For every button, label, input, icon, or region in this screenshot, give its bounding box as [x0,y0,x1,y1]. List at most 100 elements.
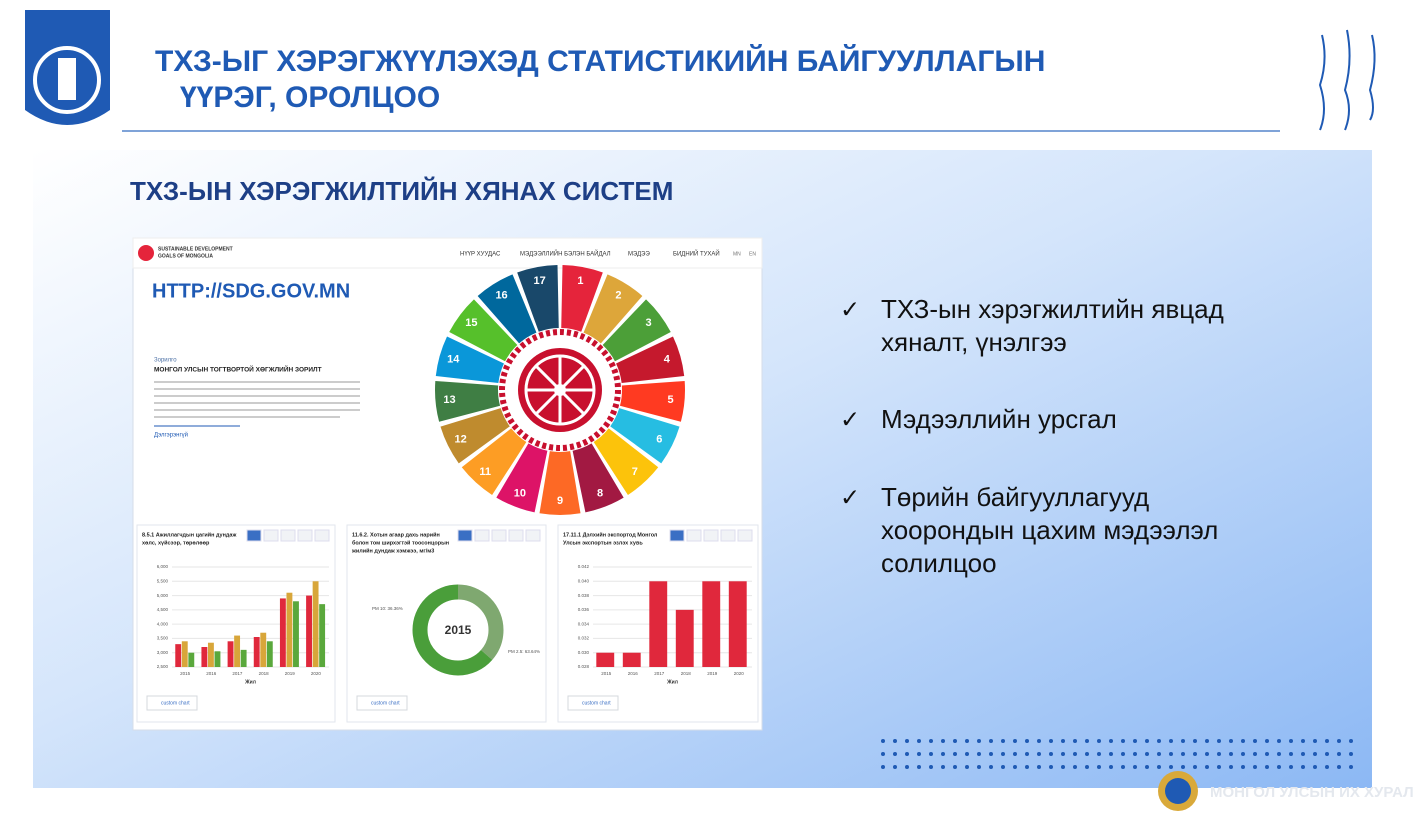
goal-segment[interactable] [517,265,559,332]
dot [1181,739,1185,743]
goal-number: 9 [557,495,563,507]
dot [977,765,981,769]
chart-tool[interactable] [737,529,753,542]
chart-tool[interactable] [457,529,473,542]
bar [675,609,694,667]
chart-tool[interactable] [686,529,702,542]
chart-tool[interactable] [491,529,507,542]
dot [1061,765,1065,769]
wheel-center [554,384,566,396]
script-ornament [1318,29,1376,131]
more-link[interactable]: Дэлгэрэнгүй [154,432,188,439]
goal-segment[interactable] [561,265,603,332]
chart-tool[interactable] [280,529,296,542]
dot [1013,752,1017,756]
dot [1205,752,1209,756]
bar [312,581,319,667]
chart-tool[interactable] [525,529,541,542]
custom-chart-label: custom chart [371,700,400,706]
goal-number: 7 [632,466,638,478]
goal-segment[interactable] [616,336,685,384]
dot [881,765,885,769]
goal-segment[interactable] [583,274,643,344]
dot [1013,765,1017,769]
goal-segment[interactable] [619,380,685,422]
nav-item[interactable]: НҮҮР ХУУДАС [460,252,501,258]
check-mark: ✓ [840,406,860,433]
site-logo [138,245,154,261]
goal-segment[interactable] [496,443,548,513]
dot [893,752,897,756]
goal-segment[interactable] [440,408,510,464]
y-tick-label: 0.036 [578,607,590,612]
goal-segment[interactable] [449,299,518,362]
dot [1301,739,1305,743]
custom-chart-button[interactable] [146,695,198,711]
goal-segment[interactable] [461,428,527,495]
chart-tool[interactable] [314,529,330,542]
custom-chart-button[interactable] [356,695,408,711]
dot [1181,765,1185,769]
chart-tool[interactable] [297,529,313,542]
dot [893,765,897,769]
chart-tool[interactable] [703,529,719,542]
bullet-text: хяналт, үнэлгээ [881,327,1067,357]
chart-tool[interactable] [246,529,262,542]
donut-slice [412,584,504,676]
bar [649,581,668,667]
dot [1217,739,1221,743]
lang[interactable]: MN [733,251,741,257]
lang[interactable]: EN [749,251,756,257]
dot [953,765,957,769]
dot [1241,739,1245,743]
nav-item[interactable]: МЭДЭЭ [628,252,650,258]
dot [1061,752,1065,756]
dot [1025,739,1029,743]
dot [1217,752,1221,756]
dot [1097,765,1101,769]
bar [240,649,247,667]
y-tick-label: 0.032 [578,636,590,641]
dot [989,752,993,756]
goal-segment[interactable] [610,408,680,464]
chart-tool[interactable] [508,529,524,542]
dot [1337,765,1341,769]
goal-segment[interactable] [593,428,659,495]
nav-item[interactable]: БИДНИЙ ТУХАЙ [673,250,720,258]
nav-item[interactable]: МЭДЭЭЛЛИЙН БЭЛЭН БАЙДАЛ [520,250,611,258]
bullet-text: Мэдээллийн урсгал [881,404,1117,434]
goal-segment[interactable] [435,336,504,384]
chart-tool[interactable] [720,529,736,542]
y-tick-label: 0.038 [578,593,590,598]
dot [1133,752,1137,756]
chart-title: 17.11.1 Дэлхийн экспортод Монгол [563,531,658,538]
custom-chart-button[interactable] [567,695,619,711]
x-axis-label: Жил [244,679,256,685]
dot [1073,752,1077,756]
dot [1037,752,1041,756]
dot [1049,765,1053,769]
dot [1241,752,1245,756]
goal-segment[interactable] [572,443,624,513]
goal-segment[interactable] [477,274,537,344]
dot [1085,752,1089,756]
bar [201,647,208,667]
dot [881,739,885,743]
goal-number: 12 [455,433,467,445]
goal-segment[interactable] [602,299,671,362]
dot [1265,739,1269,743]
chart-tool[interactable] [263,529,279,542]
dot [1277,752,1281,756]
goal-segment[interactable] [539,451,581,515]
dot [1157,765,1161,769]
x-axis-label: Жил [666,679,678,685]
chart-tool[interactable] [669,529,685,542]
bar [260,632,267,667]
x-tick-label: 2020 [734,671,745,676]
dot [1229,765,1233,769]
goal-segment[interactable] [435,380,501,422]
x-tick-label: 2016 [206,671,217,676]
chart-tool[interactable] [474,529,490,542]
y-tick-label: 0.040 [578,578,590,583]
